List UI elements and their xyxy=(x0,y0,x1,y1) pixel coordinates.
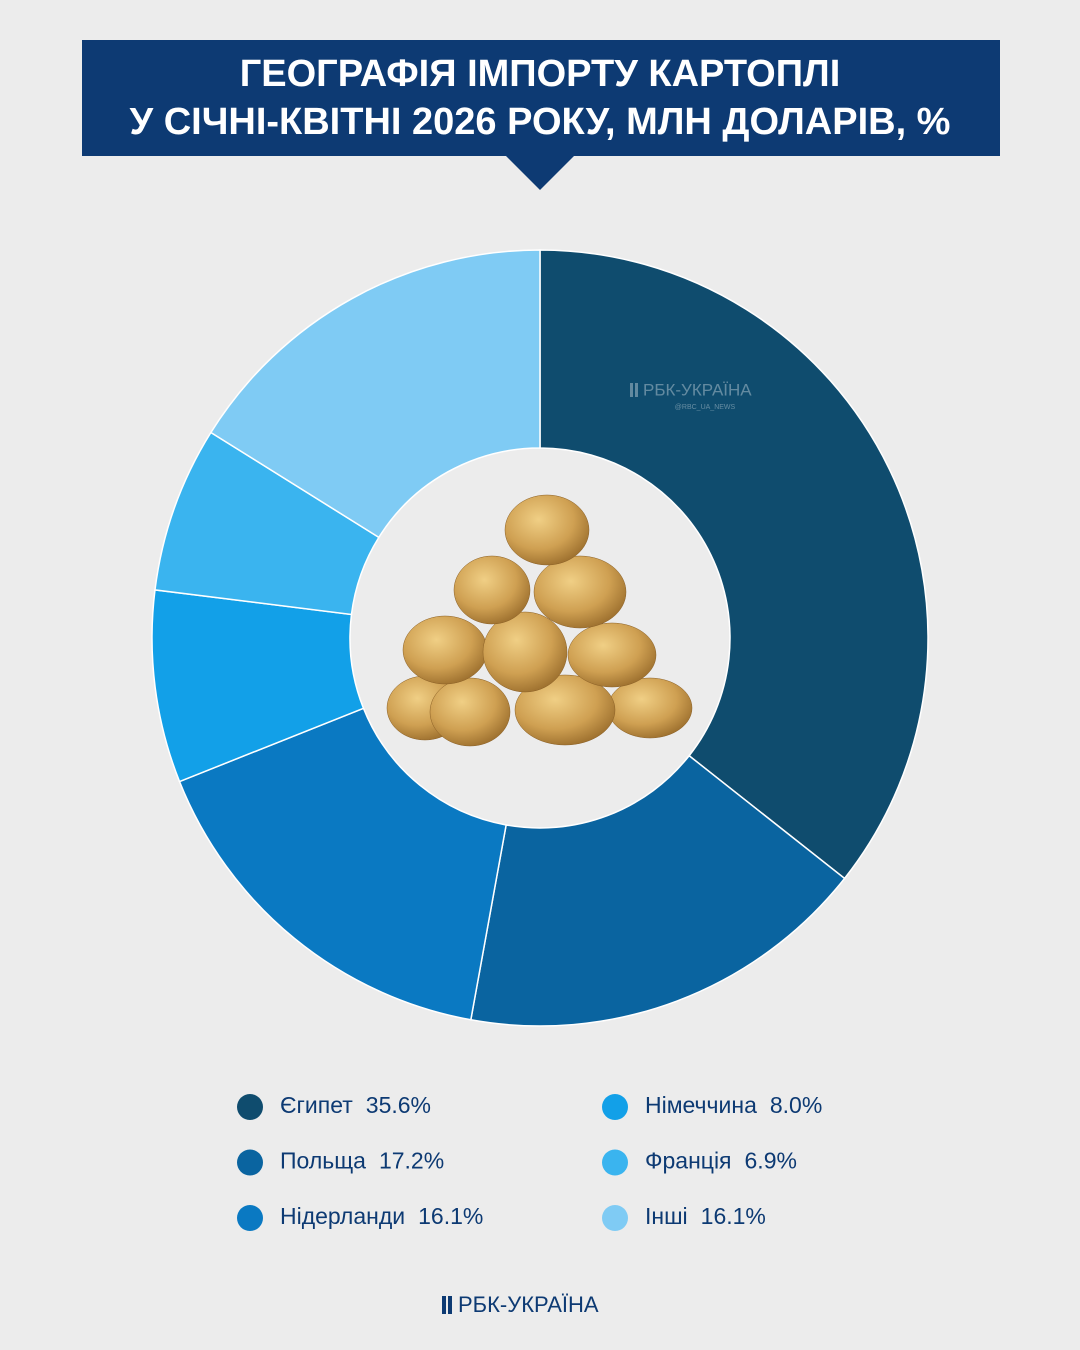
watermark-text: РБК-УКРАЇНА xyxy=(643,380,752,399)
legend-marker xyxy=(237,1205,263,1231)
potato xyxy=(504,494,590,566)
legend-value: 8.0% xyxy=(770,1092,822,1118)
potato xyxy=(533,555,627,629)
watermark-handle: @RBC_UA_NEWS xyxy=(675,404,736,411)
potato xyxy=(567,622,657,688)
legend-marker xyxy=(237,1094,263,1120)
potato xyxy=(453,555,531,625)
legend: Єгипет 35.6% Польща 17.2% Нідерланди 16.1% Нім… xyxy=(237,1092,822,1231)
donut-slice xyxy=(539,249,929,880)
donut-slice xyxy=(469,754,846,1027)
legend-label: Єгипет xyxy=(280,1092,353,1118)
legend-label: Польща xyxy=(280,1148,366,1174)
potato xyxy=(402,615,488,685)
brand-icon xyxy=(442,1296,446,1314)
potato xyxy=(429,677,511,747)
donut-slice xyxy=(209,249,541,539)
legend-value: 35.6% xyxy=(366,1092,431,1118)
potato xyxy=(482,611,568,693)
legend-value: 6.9% xyxy=(745,1148,797,1174)
brand-icon xyxy=(448,1296,452,1314)
legend-value: 16.1% xyxy=(418,1203,483,1229)
donut-slice xyxy=(178,707,507,1021)
chart-title: ГЕОГРАФІЯ ІМПОРТУ КАРТОПЛІ xyxy=(240,53,841,95)
legend-label: Франція xyxy=(645,1148,732,1174)
legend-label: Інші xyxy=(645,1203,688,1229)
legend-marker xyxy=(602,1149,628,1176)
watermark-icon xyxy=(635,383,638,397)
legend-marker xyxy=(602,1094,628,1120)
chart-title: У СІЧНІ-КВІТНІ 2026 РОКУ, МЛН ДОЛАРІВ, % xyxy=(130,101,951,143)
brand-text: РБК-УКРАЇНА xyxy=(458,1292,599,1317)
potatoes xyxy=(386,494,693,747)
title-box: ГЕОГРАФІЯ ІМПОРТУ КАРТОПЛІ У СІЧНІ-КВІТН… xyxy=(82,40,1000,190)
legend-marker xyxy=(237,1149,263,1176)
watermark-icon xyxy=(630,383,633,397)
potato xyxy=(607,677,693,739)
title-pointer xyxy=(505,155,575,190)
title-background xyxy=(82,40,1000,156)
donut xyxy=(151,249,929,1027)
legend-label: Нідерланди xyxy=(280,1203,405,1229)
legend-label: Німеччина xyxy=(645,1092,757,1118)
legend-value: 16.1% xyxy=(701,1203,766,1229)
legend-value: 17.2% xyxy=(379,1148,444,1174)
watermark: РБК-УКРАЇНА @RBC_UA_NEWS xyxy=(630,380,752,411)
footer-brand: РБК-УКРАЇНА xyxy=(442,1292,599,1317)
potato xyxy=(514,674,616,746)
legend-marker xyxy=(602,1205,628,1231)
